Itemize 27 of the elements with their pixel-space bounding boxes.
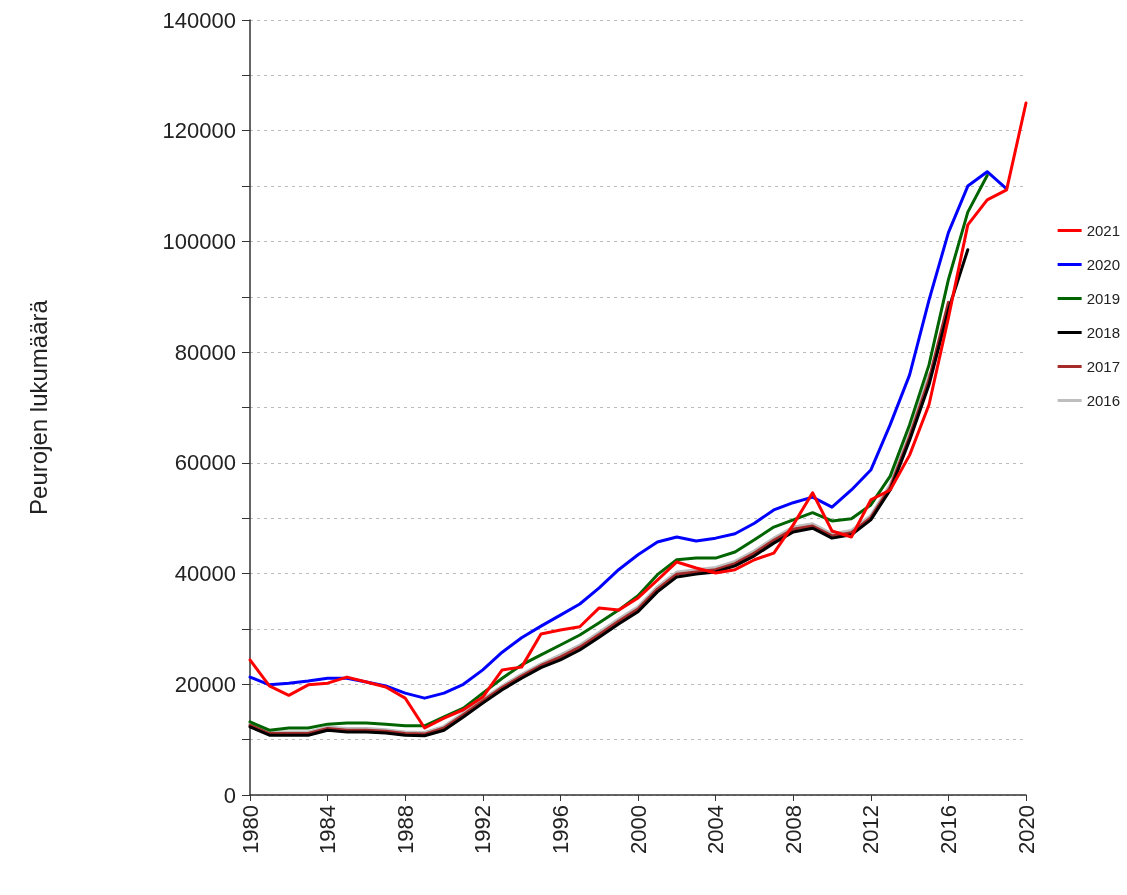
y-tick-label: 0 xyxy=(223,782,236,808)
legend-label: 2019 xyxy=(1086,290,1121,307)
x-tick-label: 2008 xyxy=(780,805,806,854)
x-tick-label: 1988 xyxy=(392,805,418,854)
x-tick-label: 2020 xyxy=(1013,805,1039,854)
legend-label: 2021 xyxy=(1086,222,1121,239)
legend-label: 2018 xyxy=(1086,324,1121,341)
y-tick-label: 140000 xyxy=(162,7,236,33)
x-tick-label: 2000 xyxy=(625,805,651,854)
x-tick-label: 2004 xyxy=(703,805,729,854)
y-axis-title: Peurojen lukumäärä xyxy=(24,299,52,515)
y-tick-label: 40000 xyxy=(174,561,236,587)
x-tick-label: 2016 xyxy=(935,805,961,854)
x-tick-label: 1996 xyxy=(547,805,573,854)
x-tick-label: 1992 xyxy=(470,805,496,854)
x-tick-label: 1980 xyxy=(237,805,263,854)
line-series xyxy=(248,101,1028,730)
legend-label: 2020 xyxy=(1086,256,1121,273)
y-tick-label: 80000 xyxy=(174,339,236,365)
y-tick-label: 120000 xyxy=(162,118,236,144)
x-tick-label: 2012 xyxy=(858,805,884,854)
legend-label: 2017 xyxy=(1086,358,1121,375)
x-tick-label: 1984 xyxy=(315,805,341,854)
y-tick-label: 60000 xyxy=(174,450,236,476)
legend-label: 2016 xyxy=(1086,392,1121,409)
y-tick-label: 20000 xyxy=(174,671,236,697)
y-tick-label: 100000 xyxy=(162,228,236,254)
